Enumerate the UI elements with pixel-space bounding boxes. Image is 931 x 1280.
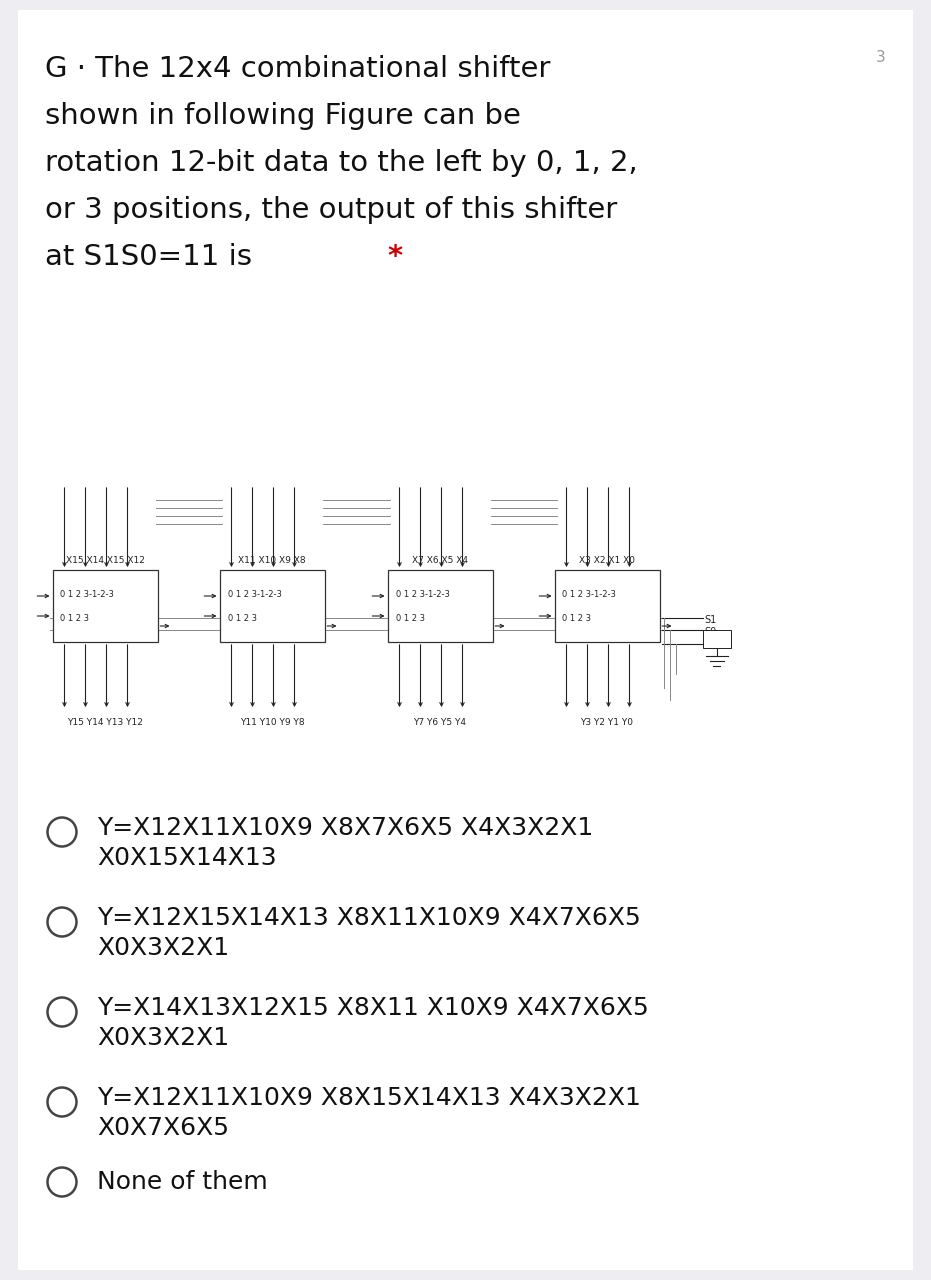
Text: 3: 3 <box>876 50 885 65</box>
Text: S1: S1 <box>705 614 717 625</box>
Bar <box>703 630 731 648</box>
Text: G · The 12x4 combinational shifter: G · The 12x4 combinational shifter <box>45 55 550 83</box>
Text: X0X7X6X5: X0X7X6X5 <box>97 1116 229 1140</box>
Text: 0 1 2 3-1-2-3: 0 1 2 3-1-2-3 <box>396 590 450 599</box>
Text: X0X3X2X1: X0X3X2X1 <box>97 1027 229 1050</box>
Text: X0X15X14X13: X0X15X14X13 <box>97 846 277 870</box>
Text: S0: S0 <box>705 627 717 637</box>
Text: *: * <box>387 243 402 271</box>
Text: 0 1 2 3: 0 1 2 3 <box>396 613 425 622</box>
Text: rotation 12-bit data to the left by 0, 1, 2,: rotation 12-bit data to the left by 0, 1… <box>45 148 638 177</box>
Text: 0 1 2 3: 0 1 2 3 <box>61 613 89 622</box>
Text: shown in following Figure can be: shown in following Figure can be <box>45 102 520 131</box>
Text: Y=X12X11X10X9 X8X15X14X13 X4X3X2X1: Y=X12X11X10X9 X8X15X14X13 X4X3X2X1 <box>97 1085 641 1110</box>
Text: X3 X2 X1 X0: X3 X2 X1 X0 <box>579 556 635 564</box>
Bar <box>387 570 492 643</box>
Text: X11 X10 X9 X8: X11 X10 X9 X8 <box>238 556 305 564</box>
Text: 0 1 2 3-1-2-3: 0 1 2 3-1-2-3 <box>227 590 281 599</box>
Text: 0 1 2 3-1-2-3: 0 1 2 3-1-2-3 <box>562 590 616 599</box>
Bar <box>555 570 659 643</box>
Text: 0 1 2 3: 0 1 2 3 <box>227 613 257 622</box>
Text: Y=X12X15X14X13 X8X11X10X9 X4X7X6X5: Y=X12X15X14X13 X8X11X10X9 X4X7X6X5 <box>97 906 641 931</box>
Text: 0 1 2 3-1-2-3: 0 1 2 3-1-2-3 <box>61 590 115 599</box>
Text: Y=X12X11X10X9 X8X7X6X5 X4X3X2X1: Y=X12X11X10X9 X8X7X6X5 X4X3X2X1 <box>97 817 593 840</box>
Text: X7 X6 X5 X4: X7 X6 X5 X4 <box>412 556 468 564</box>
Text: or 3 positions, the output of this shifter: or 3 positions, the output of this shift… <box>45 196 617 224</box>
Text: X0X3X2X1: X0X3X2X1 <box>97 936 229 960</box>
Text: Y7 Y6 Y5 Y4: Y7 Y6 Y5 Y4 <box>413 718 466 727</box>
Text: at S1S0=11 is: at S1S0=11 is <box>45 243 262 271</box>
Text: OE: OE <box>707 641 721 652</box>
Text: Y11 Y10 Y9 Y8: Y11 Y10 Y9 Y8 <box>239 718 304 727</box>
Text: Y3 Y2 Y1 Y0: Y3 Y2 Y1 Y0 <box>581 718 633 727</box>
Bar <box>220 570 325 643</box>
Text: Y15 Y14 Y13 Y12: Y15 Y14 Y13 Y12 <box>67 718 143 727</box>
Bar <box>52 570 157 643</box>
Text: Y=X14X13X12X15 X8X11 X10X9 X4X7X6X5: Y=X14X13X12X15 X8X11 X10X9 X4X7X6X5 <box>97 996 649 1020</box>
Text: X15 X14 X15 X12: X15 X14 X15 X12 <box>65 556 144 564</box>
Text: None of them: None of them <box>97 1170 268 1194</box>
Text: 0 1 2 3: 0 1 2 3 <box>562 613 591 622</box>
